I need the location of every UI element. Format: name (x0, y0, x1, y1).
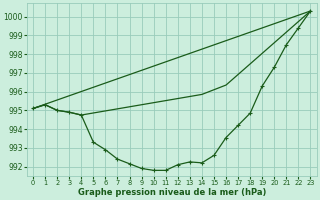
X-axis label: Graphe pression niveau de la mer (hPa): Graphe pression niveau de la mer (hPa) (77, 188, 266, 197)
